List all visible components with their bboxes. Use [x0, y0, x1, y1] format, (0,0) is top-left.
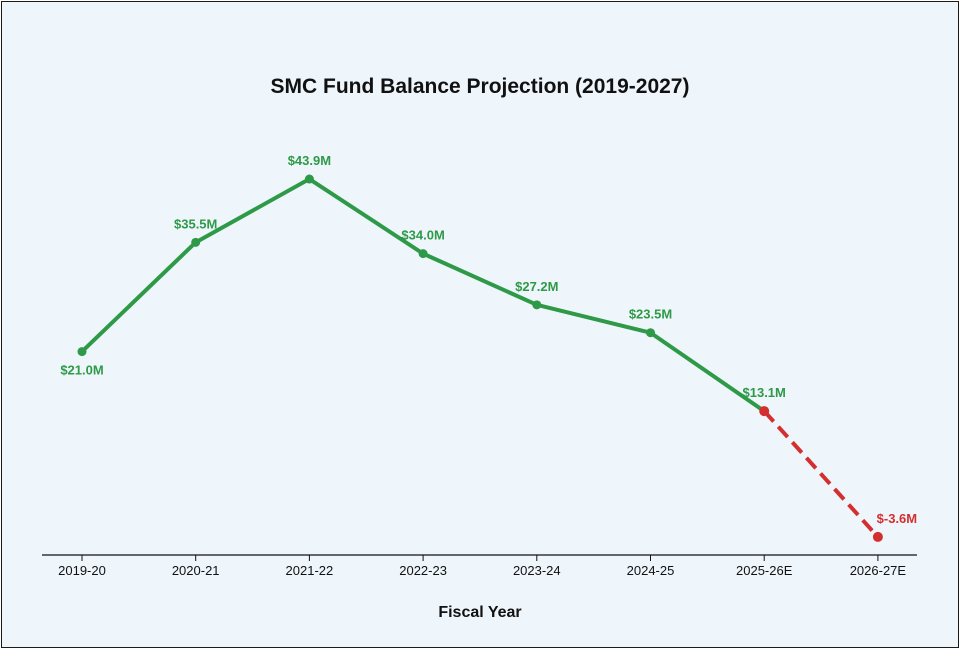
data-point [77, 347, 87, 357]
data-point [191, 237, 201, 247]
x-tick-label: 2026-27E [850, 563, 907, 578]
data-labels: $21.0M $35.5M $43.9M $34.0M $27.2M $23.5M $13.… [60, 153, 917, 526]
data-label: $-3.6M [877, 511, 917, 526]
data-label: $13.1M [743, 385, 786, 400]
x-tick-label: 2022-23 [399, 563, 447, 578]
projected-series-line [762, 409, 880, 539]
x-tick-label: 2020-21 [172, 563, 220, 578]
data-label: $43.9M [288, 153, 331, 168]
data-label: $35.5M [174, 216, 217, 231]
x-tick-label: 2019-20 [58, 563, 106, 578]
actual-series-line [80, 177, 767, 414]
data-point [646, 328, 655, 338]
series-lines [80, 177, 880, 539]
data-label: $21.0M [60, 363, 103, 378]
data-label: $27.2M [515, 279, 558, 294]
data-point [304, 174, 314, 184]
x-tick-label: 2021-22 [286, 563, 334, 578]
data-label: $34.0M [401, 228, 444, 243]
x-tick-label: 2024-25 [627, 563, 675, 578]
x-axis-ticks: 2019-20 2020-21 2021-22 2022-23 2023-24 2024-… [58, 555, 906, 578]
data-point [418, 249, 428, 259]
data-point [532, 300, 542, 310]
data-point [872, 531, 883, 542]
x-axis-label: Fiscal Year [438, 604, 521, 621]
x-tick-label: 2025-26E [736, 563, 793, 578]
series-points [77, 174, 883, 542]
data-label: $23.5M [629, 307, 672, 322]
x-tick-label: 2023-24 [513, 563, 561, 578]
data-point [759, 406, 770, 417]
chart-title: SMC Fund Balance Projection (2019-2027) [271, 75, 690, 98]
